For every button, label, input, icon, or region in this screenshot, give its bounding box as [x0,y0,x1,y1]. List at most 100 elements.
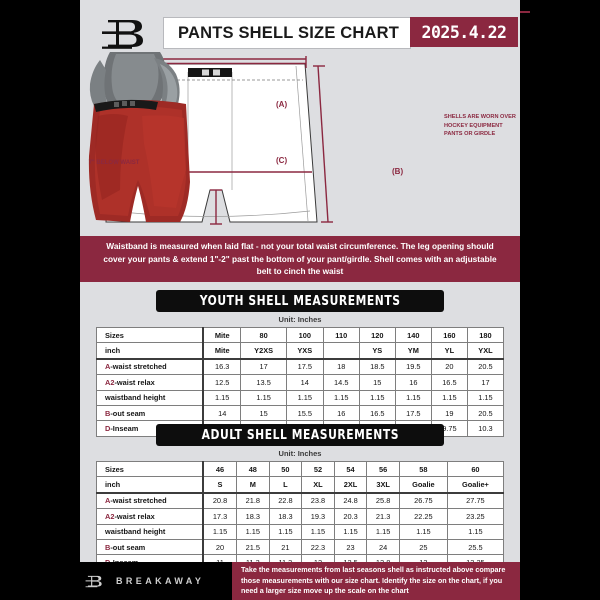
table-cell: 21.3 [366,508,400,525]
table-cell: 20.5 [466,358,505,376]
row-label-key: A2 [105,377,115,387]
row-label: A2-waist relax [96,508,204,525]
page-title: PANTS SHELL SIZE CHART [163,17,411,49]
table-cell: 54 [333,460,368,478]
footer-instructions-text: Take the measurements from last seasons … [241,564,506,596]
table-cell: 2XL [333,476,368,494]
table-cell: 25 [398,538,448,556]
row-label: inch [96,476,204,494]
table-cell: 18 [322,358,360,376]
table-cell: 1.15 [466,389,505,406]
row-label-key: A [105,362,111,372]
table-cell: 14 [285,374,324,391]
table-cell: 80 [240,326,287,344]
table-cell: 20.5 [466,404,505,422]
table-cell: 20.3 [333,508,368,525]
table-cell: 16 [394,374,432,391]
shell-usage-note: SHELLS ARE WORN OVER HOCKEY EQUIPMENT PA… [444,114,516,138]
row-label: waistband height [96,389,204,406]
table-cell: 22.8 [268,492,303,510]
table-cell: 60 [446,460,505,478]
measurement-diagram: (A) (B) (C) (D) 7" BELOW WAIST SHELLS AR… [80,50,520,271]
table-cell: 12.5 [202,374,242,391]
breakaway-logo-icon [85,575,102,588]
table-cell: 17.3 [202,508,238,525]
table-cell: 18.3 [236,508,270,525]
measurement-instructions-text: Waistband is measured when laid flat - n… [103,240,497,277]
row-label-key: D [105,424,111,434]
table-cell: 52 [301,460,335,478]
row-label: A-waist stretched [96,358,204,376]
youth-measurements-table: Sizes Mite 80 100 110 120 140 160 180 inch Mite Y2X… [96,326,505,437]
table-cell: 21 [268,538,303,556]
table-row: A-waist stretched 16.3 17 17.5 18 18.5 19.5 20 2… [96,358,505,376]
row-label: B-out seam [96,538,204,556]
row-label: A-waist stretched [96,492,204,510]
table-cell: 25.5 [446,538,505,556]
table-cell: 46 [202,460,238,478]
table-cell: Mite [202,342,242,360]
table-cell: 1.15 [358,389,396,406]
table-cell: 1.15 [398,523,448,540]
table-cell: 56 [366,460,400,478]
table-row: Sizes 46 48 50 52 54 56 58 60 [96,460,505,478]
row-label-key: B [105,542,111,552]
table-cell: 21.8 [236,492,270,510]
table-cell: 1.15 [202,389,242,406]
table-cell: 100 [285,326,324,344]
row-label: B-out seam [96,404,204,422]
table-cell: 25.8 [366,492,400,510]
row-label: Sizes [96,460,204,478]
revision-date-text: 2025.4.22 [421,22,507,42]
table-row: waistband height 1.15 1.15 1.15 1.15 1.15 1.15… [96,389,505,406]
table-row: A2-waist relax 17.3 18.3 18.3 19.3 20.3 21.3 22… [96,508,505,525]
adult-unit-label: Unit: Inches [278,449,322,458]
table-cell: YXS [285,342,324,360]
table-row: waistband height 1.15 1.15 1.15 1.15 1.15 1.15… [96,523,505,540]
table-cell: 14.5 [322,374,360,391]
row-label: inch [96,342,204,360]
table-cell: 1.15 [301,523,335,540]
table-cell: 16 [322,404,360,422]
adult-section-header: ADULT SHELL MEASUREMENTS [156,424,444,446]
table-cell: 1.15 [322,389,360,406]
table-cell: 1.15 [202,523,238,540]
adult-section-title: ADULT SHELL MEASUREMENTS [201,427,399,443]
row-label-key: A [105,496,111,506]
table-cell: 140 [394,326,432,344]
breakaway-logo-icon [102,20,143,49]
table-cell: YS [358,342,396,360]
table-cell: 13.5 [240,374,287,391]
table-cell: 23.8 [301,492,335,510]
table-cell: 20.8 [202,492,238,510]
table-cell: 15.5 [285,404,324,422]
footer-brand-name: BREAKAWAY [116,576,205,586]
table-cell: 1.15 [285,389,324,406]
table-row: A2-waist relax 12.5 13.5 14 14.5 15 16 16.5 17 [96,374,505,391]
table-row: inch Mite Y2XS YXS YS YM YL YXL [96,342,505,360]
table-cell: 48 [236,460,270,478]
table-cell: 22.3 [301,538,335,556]
table-cell: 110 [322,326,360,344]
table-cell: 58 [398,460,448,478]
table-cell: 19.5 [394,358,432,376]
table-cell: 26.75 [398,492,448,510]
table-cell: M [236,476,270,494]
table-cell: 16.3 [202,358,242,376]
table-cell: 50 [268,460,303,478]
table-cell: 17.5 [285,358,324,376]
revision-date-badge: 2025.4.22 [410,17,518,47]
table-cell: 17 [466,374,505,391]
table-cell: 20 [430,358,468,376]
table-cell: 1.15 [240,389,287,406]
adult-measurements-table: Sizes 46 48 50 52 54 56 58 60 inch S M L XL 2XL 3XL Goal… [96,460,505,571]
table-cell: 23.25 [446,508,505,525]
table-cell: 17.5 [394,404,432,422]
table-cell: 21.5 [236,538,270,556]
table-cell: Goalie [398,476,448,494]
table-cell: 1.15 [446,523,505,540]
table-row: Sizes Mite 80 100 110 120 140 160 180 [96,326,505,344]
table-cell: 180 [466,326,505,344]
page-footer: BREAKAWAY Take the measurements from las… [0,562,600,600]
